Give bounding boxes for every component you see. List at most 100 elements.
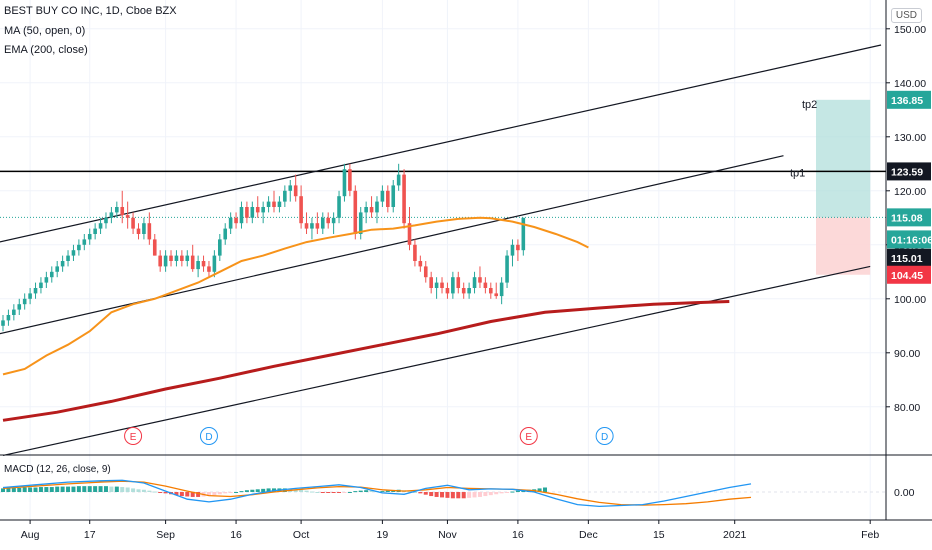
macd-histogram-bar: [380, 491, 385, 493]
candle-body: [120, 207, 125, 216]
candle-body: [386, 190, 390, 207]
candle-body: [288, 185, 293, 191]
tp2-label: tp2: [802, 99, 817, 111]
macd-histogram-bar: [543, 487, 547, 492]
macd-histogram-bar: [60, 486, 65, 492]
candle-body: [494, 293, 499, 297]
macd-histogram-bar: [337, 492, 342, 493]
time-tick-label: 17: [84, 529, 96, 541]
macd-histogram-bar: [234, 492, 239, 493]
time-tick-label: 19: [377, 529, 389, 541]
macd-histogram-bar: [385, 490, 390, 492]
macd-histogram-bar: [87, 486, 92, 492]
grid-lines: [0, 0, 886, 520]
candle-body: [358, 212, 363, 234]
price-label-box: [887, 208, 931, 227]
candle-body: [185, 255, 190, 261]
macd-histogram-bar: [505, 492, 510, 493]
candle-body: [407, 223, 412, 245]
candle-body: [98, 223, 103, 229]
candle-body: [429, 277, 433, 288]
position-zones: [816, 99, 871, 275]
candle-body: [396, 174, 401, 186]
candle-body: [348, 169, 352, 191]
ma50-legend[interactable]: MA (50, open, 0): [4, 25, 86, 37]
candle-body: [250, 207, 255, 218]
time-tick-label: Sep: [156, 529, 175, 541]
candle-body: [472, 277, 477, 288]
earnings-marker[interactable]: [519, 427, 538, 445]
macd-histogram-bar: [418, 492, 423, 494]
trendline-2[interactable]: [0, 155, 784, 337]
candle-body: [207, 266, 211, 272]
macd-histogram-bar: [228, 492, 233, 493]
candle-body: [261, 207, 265, 213]
candle-body: [28, 293, 32, 299]
dividend-marker[interactable]: [595, 427, 614, 445]
candle-body: [115, 207, 119, 213]
macd-histogram-bar: [190, 492, 195, 497]
trendline-1[interactable]: [0, 44, 882, 245]
macd-histogram-bar: [347, 492, 352, 493]
candle-body: [445, 288, 450, 294]
candle-body: [293, 185, 298, 197]
candle-body: [49, 271, 54, 278]
macd-histogram-bar: [93, 486, 98, 492]
candle-body: [413, 244, 417, 261]
price-label-box: [887, 248, 931, 267]
candle-body: [218, 239, 222, 256]
macd-histogram-bar: [358, 490, 363, 492]
macd-histogram-bar: [1, 488, 5, 492]
price-label-text: 123.59: [891, 166, 923, 178]
price-label-text: 115.01: [891, 253, 923, 265]
macd-histogram-bar: [467, 492, 472, 498]
price-tick-label: 130.00: [894, 132, 926, 144]
time-tick-label: 16: [230, 529, 242, 541]
candle-body: [104, 217, 108, 224]
time-tick-label: 16: [512, 529, 524, 541]
price-tick-label: 150.00: [894, 24, 926, 36]
price-label-text: 136.85: [891, 95, 923, 107]
macd-histogram-bar: [38, 487, 43, 492]
trendlines[interactable]: [0, 44, 886, 456]
price-label-box: [887, 90, 931, 109]
candle-body: [272, 201, 276, 207]
time-tick-label: 15: [653, 529, 665, 541]
macd-histogram-bar: [223, 492, 228, 494]
candle-body: [152, 239, 157, 256]
macd-histogram-bar: [98, 486, 103, 492]
candle-body: [380, 190, 385, 202]
macd-histogram-bar: [131, 488, 136, 492]
macd-histogram-bar: [450, 492, 455, 499]
price-tick-label: 100.00: [894, 294, 926, 306]
price-label-text: 104.45: [891, 270, 923, 282]
macd-histogram-bar: [320, 492, 325, 493]
candlesticks: [1, 163, 526, 332]
earnings-marker[interactable]: [124, 427, 143, 445]
currency-button[interactable]: USD: [890, 8, 922, 23]
dividend-marker[interactable]: [199, 427, 218, 445]
candle-body: [326, 217, 330, 224]
ema200-legend[interactable]: EMA (200, close): [4, 44, 88, 56]
macd-histogram-bar: [488, 492, 493, 496]
price-tick-label: 90.00: [894, 348, 920, 360]
macd-histogram-bar: [293, 489, 298, 492]
macd-histogram-bar: [445, 492, 450, 498]
stop-zone: [816, 217, 871, 275]
candle-body: [1, 320, 5, 326]
price-label-box: [887, 265, 931, 284]
candle-body: [516, 244, 520, 251]
candle-body: [310, 223, 314, 229]
candle-body: [510, 244, 515, 256]
macd-legend[interactable]: MACD (12, 26, close, 9): [4, 464, 111, 475]
macd-histogram-bar: [28, 487, 33, 492]
candle-body: [320, 217, 325, 229]
trendline-3[interactable]: [2, 265, 871, 456]
candle-body: [418, 261, 423, 267]
time-tick-label: Aug: [21, 529, 40, 541]
price-tick-label: 120.00: [894, 186, 926, 198]
candle-body: [93, 228, 97, 234]
macd-histogram-bar: [76, 486, 81, 492]
